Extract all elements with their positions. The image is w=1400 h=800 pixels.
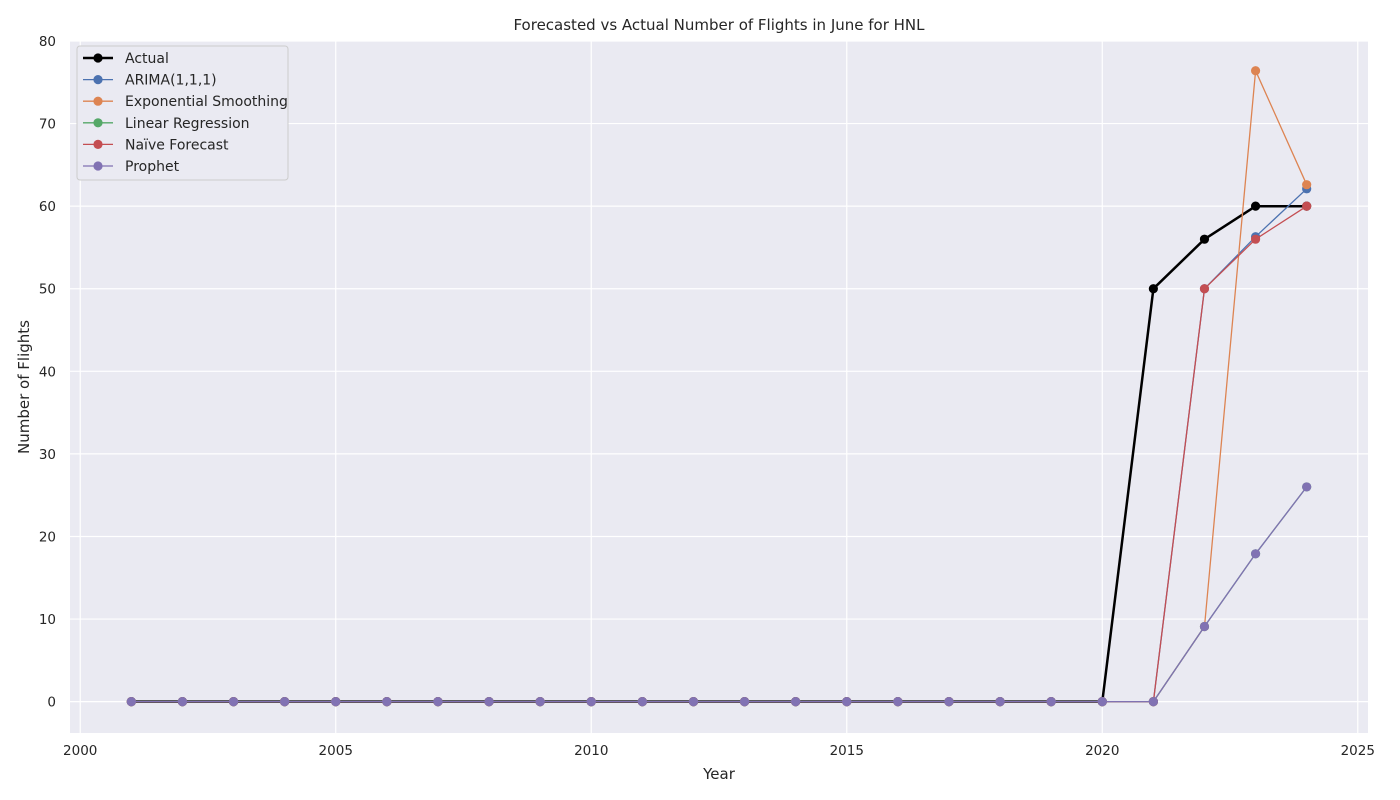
legend-box <box>76 45 289 181</box>
legend-marker <box>93 118 103 128</box>
data-point <box>1148 284 1158 294</box>
legend-label: ARIMA(1,1,1) <box>125 73 217 89</box>
legend-label: Exponential Smoothing <box>125 94 288 110</box>
data-point <box>228 697 239 707</box>
chart-title: Forecasted vs Actual Number of Flights i… <box>513 16 925 34</box>
x-tick-label: 2010 <box>574 743 608 759</box>
legend-label: Linear Regression <box>125 116 250 132</box>
y-ticks: 0 10 20 30 40 50 60 70 80 <box>39 34 56 711</box>
data-point <box>1302 180 1312 190</box>
data-point <box>535 697 545 707</box>
series-line <box>131 486 1308 703</box>
y-tick-label: 30 <box>39 447 56 463</box>
x-tick-label: 2025 <box>1341 743 1375 759</box>
data-point <box>791 697 801 707</box>
data-point <box>688 697 699 707</box>
data-point <box>1097 697 1107 707</box>
y-axis-label: Number of Flights <box>15 320 33 454</box>
y-tick-label: 70 <box>39 117 56 133</box>
data-point <box>637 697 647 707</box>
data-point <box>1302 482 1312 492</box>
data-point <box>893 697 903 707</box>
legend-marker <box>93 75 103 85</box>
legend-marker <box>93 96 103 106</box>
data-point <box>1199 284 1210 294</box>
y-tick-label: 60 <box>39 199 56 215</box>
y-tick-label: 0 <box>47 695 56 711</box>
legend: Actual ARIMA(1,1,1) Exponential Smoothing L… <box>76 45 289 181</box>
data-point <box>1046 697 1056 707</box>
grid <box>70 40 1368 733</box>
data-point <box>1250 201 1261 211</box>
x-tick-label: 2000 <box>63 743 97 759</box>
legend-label: Naïve Forecast <box>125 137 229 153</box>
series-prophet <box>126 482 1312 707</box>
legend-marker <box>93 139 103 149</box>
data-point <box>484 697 494 707</box>
x-tick-label: 2020 <box>1085 743 1119 759</box>
data-point <box>331 697 341 707</box>
legend-marker <box>93 161 103 171</box>
data-point <box>382 697 392 707</box>
series-layer <box>126 66 1312 707</box>
x-axis-label: Year <box>702 765 736 783</box>
data-point <box>1302 201 1312 211</box>
data-point <box>433 697 443 707</box>
y-tick-label: 10 <box>39 612 56 628</box>
data-point <box>1199 621 1210 632</box>
data-point <box>1250 66 1261 76</box>
y-tick-label: 50 <box>39 282 56 298</box>
data-point <box>842 697 852 707</box>
legend-label: Prophet <box>125 159 180 175</box>
legend-marker <box>93 53 103 63</box>
data-point <box>586 697 596 707</box>
data-point <box>126 697 136 707</box>
x-tick-label: 2005 <box>319 743 353 759</box>
y-tick-label: 80 <box>39 34 56 50</box>
data-point <box>1250 549 1261 559</box>
data-point <box>1250 234 1261 244</box>
data-point <box>177 697 188 707</box>
data-point <box>995 697 1005 707</box>
x-ticks: 2000 2005 2010 2015 2020 2025 <box>63 743 1375 759</box>
data-point <box>739 697 750 707</box>
y-tick-label: 20 <box>39 529 56 545</box>
legend-label: Actual <box>125 51 169 67</box>
data-point <box>280 697 290 707</box>
data-point <box>944 697 954 707</box>
data-point <box>1148 697 1158 707</box>
y-tick-label: 40 <box>39 364 56 380</box>
x-tick-label: 2015 <box>830 743 864 759</box>
data-point <box>1199 234 1210 244</box>
